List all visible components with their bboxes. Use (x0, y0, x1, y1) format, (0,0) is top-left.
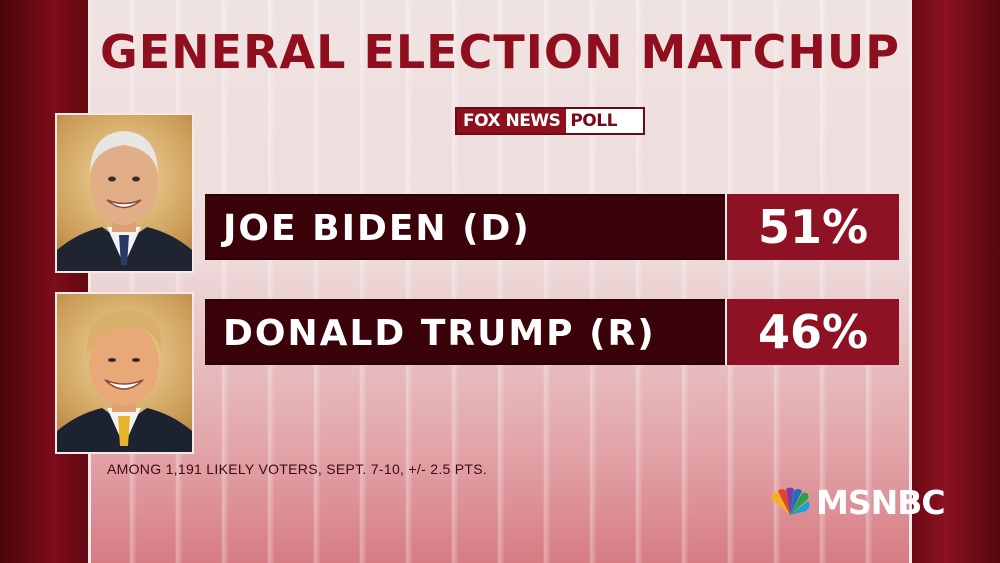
result-bar-trump: DONALD TRUMP (R) 46% (205, 299, 899, 365)
msnbc-wordmark: MSNBC (816, 482, 946, 522)
poll-footnote: AMONG 1,191 LIKELY VOTERS, SEPT. 7-10, +… (107, 461, 488, 477)
graphic-panel (88, 0, 912, 563)
logo-part-2: POLL (570, 111, 617, 131)
candidate-name-trump: DONALD TRUMP (R) (205, 299, 725, 365)
candidate-value-trump: 46% (725, 299, 899, 365)
right-side-panel (910, 0, 1000, 563)
msnbc-logo: MSNBC (768, 482, 946, 522)
candidate-photo-trump (55, 292, 194, 454)
peacock-icon (771, 487, 810, 515)
trump-portrait-icon (57, 310, 192, 452)
fox-news-poll-logo: FOX NEWS POLL (455, 107, 645, 135)
candidate-value-biden: 51% (725, 194, 899, 260)
left-side-panel (0, 0, 92, 563)
biden-portrait-icon (57, 131, 192, 271)
logo-part-1: FOX NEWS (457, 109, 567, 133)
result-bar-biden: JOE BIDEN (D) 51% (205, 194, 899, 260)
candidate-photo-biden (55, 113, 194, 273)
candidate-name-biden: JOE BIDEN (D) (205, 194, 725, 260)
graphic-title: GENERAL ELECTION MATCHUP (100, 25, 900, 79)
